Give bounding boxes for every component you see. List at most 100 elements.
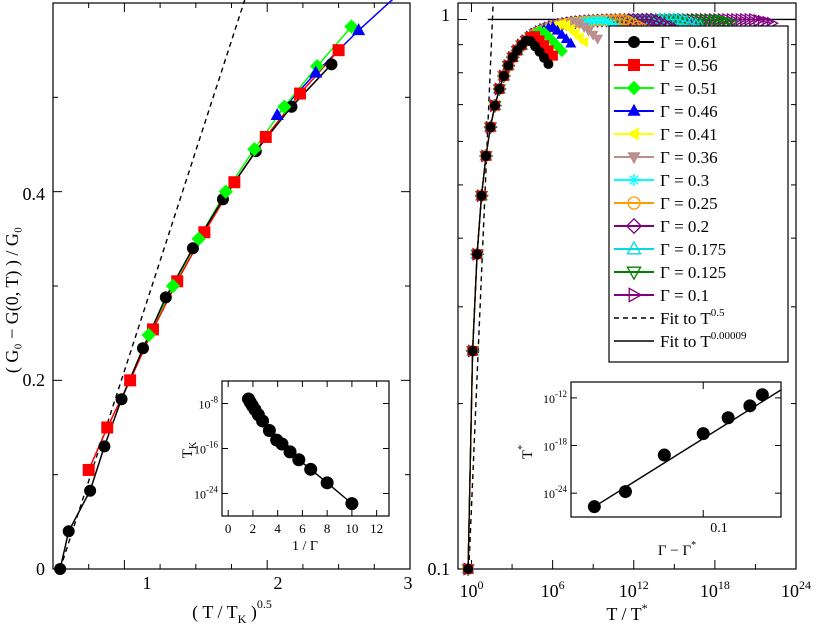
right-marker-0: [503, 60, 514, 71]
left-series-line-green-diamonds: [148, 26, 353, 336]
left-marker-black-circles: [186, 242, 199, 255]
right-marker-4: [578, 36, 589, 48]
right-marker-0: [472, 249, 483, 260]
legend-label-8: Γ = 0.2: [660, 217, 709, 236]
legend-label-9: Γ = 0.175: [660, 240, 726, 259]
legend-marker-8: [625, 217, 643, 235]
left-panel: 1 2 3 0 0.2 0.4 ( T / TK )0.5 ( G₀ − G(0…: [2, 0, 413, 626]
left-axis-ticks: [52, 2, 411, 570]
right-plot-frame: [457, 2, 797, 570]
right-plot-area: [461, 2, 796, 577]
right-marker-0: [467, 345, 478, 356]
right-panel: 1 0.1 100 106 1012 1018 1024 T / T* Γ = 0.61…: [428, 2, 811, 624]
legend-marker-6: [628, 174, 640, 186]
left-marker-black-circles: [84, 484, 97, 497]
left-y-tick-02: 0.2: [23, 370, 46, 390]
legend-marker-5: [627, 152, 641, 165]
right-inset-point: [657, 448, 671, 462]
right-marker-0: [485, 122, 496, 133]
left-marker-black-circles: [325, 58, 338, 71]
left-marker-black-circles: [159, 291, 172, 304]
left-marker-green-diamonds: [218, 184, 233, 199]
legend-label-2: Γ = 0.51: [660, 79, 718, 98]
right-inset-y-tick-label: 10-12: [543, 389, 567, 406]
right-marker-0: [476, 190, 487, 201]
legend-label-0: Γ = 0.61: [660, 33, 718, 52]
left-plot-area: [54, 0, 394, 575]
legend-label-6: Γ = 0.3: [660, 171, 709, 190]
left-inset-x-tick-label: 6: [299, 521, 306, 536]
left-inset-x-tick-label: 2: [250, 521, 257, 536]
right-marker-1: [538, 40, 549, 51]
legend-label-11: Γ = 0.1: [660, 286, 709, 305]
right-x-tick-label: 1018: [700, 578, 730, 601]
left-y-tick-04: 0.4: [23, 184, 46, 204]
left-marker-black-circles: [115, 393, 128, 406]
legend-marker-0: [628, 36, 640, 48]
legend-label-1: Γ = 0.56: [660, 56, 718, 75]
legend-marker-4: [626, 127, 639, 141]
left-marker-red-squares: [259, 130, 272, 143]
left-inset-point: [304, 462, 318, 476]
left-marker-green-diamonds: [141, 327, 156, 343]
legend-marker-3: [627, 103, 641, 116]
left-marker-blue-triangles: [309, 65, 323, 78]
legend-label-5: Γ = 0.36: [660, 148, 718, 167]
legend-marker-10: [626, 266, 642, 281]
legend-label-3: Γ = 0.46: [660, 102, 718, 121]
left-inset-point: [320, 476, 334, 490]
right-inset-plot: [571, 382, 782, 517]
right-x-tick-label: 100: [460, 578, 484, 601]
right-inset-point: [721, 411, 735, 425]
right-marker-0: [463, 564, 474, 574]
left-inset-point: [345, 497, 359, 511]
left-fit-line: [59, 0, 246, 570]
left-inset-x-tick-label: 12: [370, 521, 383, 536]
left-inset-point: [262, 424, 276, 437]
legend-fit0-label: Fit to T0.00009: [660, 330, 747, 351]
right-x-tick-labels: 100 106 1012 1018 1024: [460, 578, 811, 601]
right-y-tick-top: 1: [441, 5, 450, 25]
right-marker-0: [489, 100, 500, 111]
right-inset-point: [587, 500, 601, 514]
legend-label-10: Γ = 0.125: [660, 263, 726, 282]
left-x-axis-label: ( T / TK )0.5: [192, 597, 272, 626]
left-inset-x-label: 1 / Γ: [292, 539, 318, 554]
legend-marker-1: [628, 59, 640, 71]
right-marker-2: [555, 45, 568, 58]
left-inset-x-tick-label: 4: [274, 521, 281, 536]
left-marker-black-circles: [136, 342, 149, 355]
left-marker-red-squares: [228, 176, 241, 189]
left-inset-y-tick-label: 10-24: [194, 485, 218, 502]
right-fit-T05-line: [468, 2, 494, 570]
right-marker-10: [715, 17, 730, 30]
right-inset-y-tick-label: 10-24: [543, 484, 567, 501]
left-marker-red-squares: [332, 44, 345, 57]
left-inset-plot: [222, 381, 389, 516]
left-x-tick-2: 2: [274, 573, 283, 593]
legend-marker-9: [626, 240, 642, 255]
left-inset-x-tick-label: 10: [345, 521, 358, 536]
left-y-axis-label: ( G₀ − G(0, T) ) / G₀: [2, 227, 23, 373]
left-marker-green-diamonds: [165, 278, 181, 294]
left-inset-point: [292, 453, 306, 467]
left-marker-blue-triangles: [270, 108, 284, 121]
right-inset-y-tick-label: 10-18: [543, 437, 567, 454]
right-x-tick-label: 106: [541, 578, 565, 601]
left-series-line-black-circles: [59, 63, 333, 570]
right-marker-3: [560, 33, 572, 44]
left-y-tick-0: 0: [36, 559, 45, 579]
legend-marker-2: [626, 80, 642, 96]
right-inset-point: [755, 388, 769, 402]
right-inset-point: [743, 399, 757, 413]
right-marker-0: [498, 70, 509, 81]
right-inset-x-tick-01: 0.1: [710, 521, 728, 536]
legend-fit05-label: Fit to T0.5: [660, 307, 725, 328]
left-marker-green-diamonds: [247, 142, 262, 157]
right-marker-0: [480, 150, 491, 161]
right-marker-5: [592, 34, 604, 45]
left-marker-red-squares: [101, 421, 114, 434]
right-marker-1: [547, 50, 558, 61]
left-inset-y-tick-label: 10-16: [194, 440, 218, 457]
right-marker-10: [711, 16, 725, 29]
